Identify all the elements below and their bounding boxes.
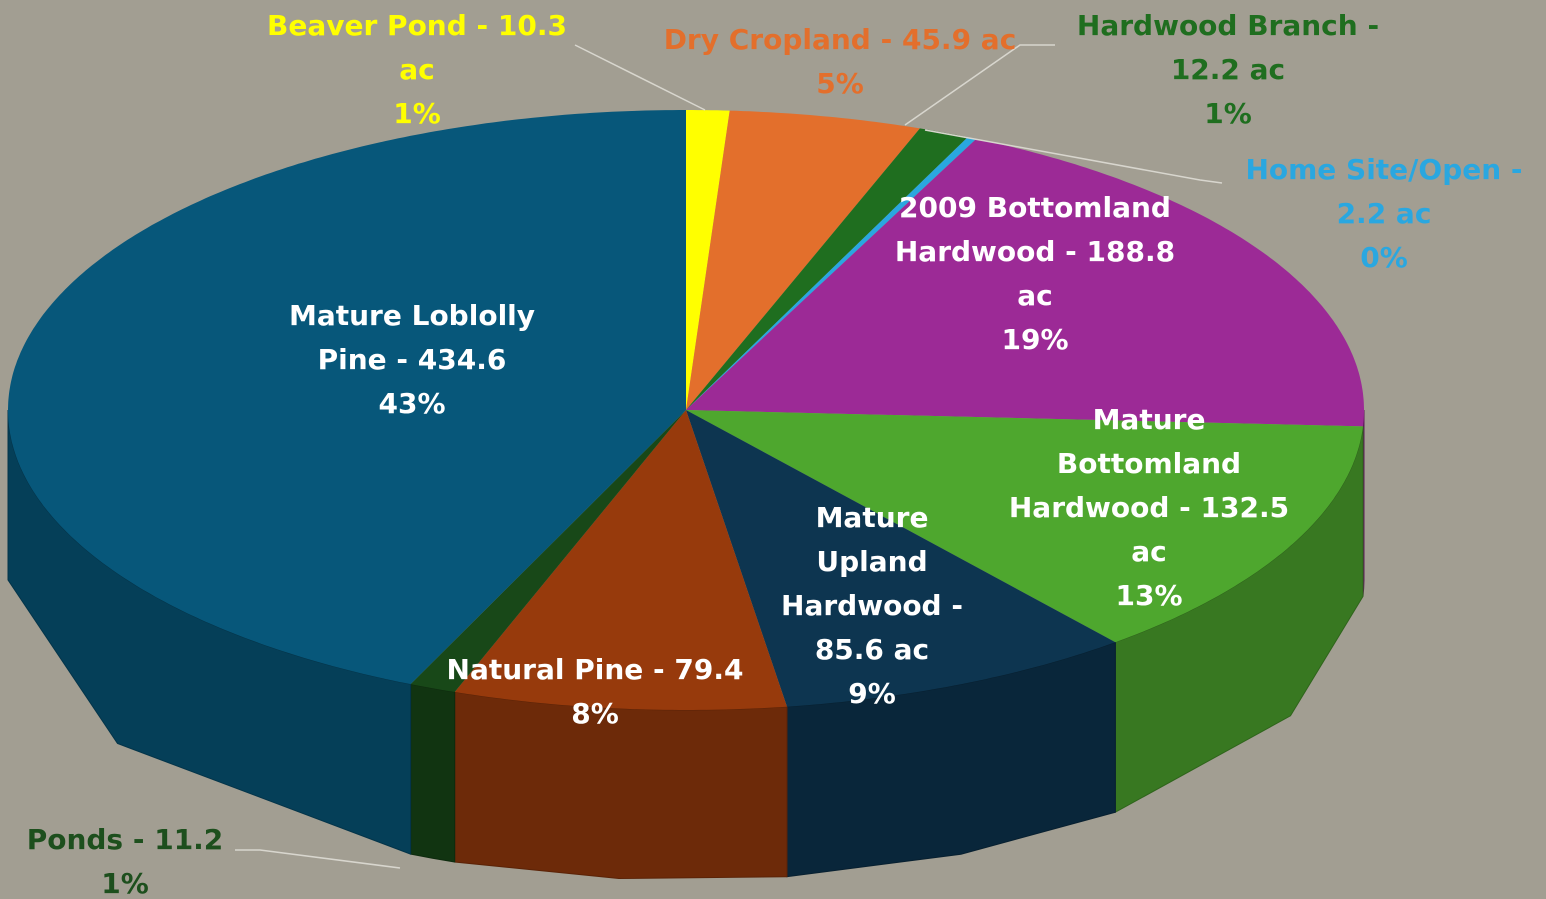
percent-label: 8% [571,697,619,730]
sides [7,410,1365,880]
slice [686,128,968,410]
category-label: Hardwood Branch - 12.2 ac [1076,9,1380,86]
category-label: Home Site/Open - 2.2 ac [1245,153,1523,230]
slice [8,110,686,685]
category-label: 2009 Bottomland Hardwood - 188.8 ac [894,191,1176,312]
data-label: Dry Cropland - 45.9 ac 5% [650,18,1030,106]
leader-line [904,44,1055,126]
data-label: 2009 Bottomland Hardwood - 188.8 ac 19% [885,186,1185,362]
category-label: Natural Pine - 79.4 [446,653,744,686]
leader-line [235,849,401,869]
slice [686,110,730,410]
slice [686,137,977,410]
percent-label: 19% [1001,323,1069,356]
slice [454,410,787,710]
slice [686,410,1116,707]
leader-line [924,129,1223,184]
percent-label: 1% [101,867,149,899]
percent-label: 9% [848,677,896,710]
data-label: Natural Pine - 79.4 8% [430,648,760,736]
data-label: Home Site/Open - 2.2 ac 0% [1229,148,1539,280]
data-label: Ponds - 11.2 1% [10,818,240,899]
slice [686,138,1364,427]
data-label: Hardwood Branch - 12.2 ac 1% [1058,4,1398,136]
leader-line [574,44,706,111]
data-label: Beaver Pond - 10.3 ac 1% [257,4,577,136]
slice [686,410,1363,643]
percent-label: 5% [816,67,864,100]
percent-label: 1% [393,97,441,130]
category-label: Mature Upland Hardwood - 85.6 ac [781,501,963,666]
percent-label: 43% [378,387,446,420]
tops [8,110,1364,710]
leaders [235,44,1223,869]
category-label: Ponds - 11.2 [26,823,224,856]
category-label: Beaver Pond - 10.3 ac [267,9,567,86]
category-label: Mature Loblolly Pine - 434.6 [288,299,536,376]
slice [686,110,920,410]
percent-label: 0% [1360,241,1408,274]
percent-label: 1% [1204,97,1252,130]
data-label: Mature Loblolly Pine - 434.6 43% [272,294,552,426]
category-label: Mature Bottomland Hardwood - 132.5 ac [1008,403,1290,568]
slice [410,410,686,692]
category-label: Dry Cropland - 45.9 ac [663,23,1017,56]
data-label: Mature Bottomland Hardwood - 132.5 ac 13% [999,398,1299,618]
data-label: Mature Upland Hardwood - 85.6 ac 9% [767,496,977,716]
percent-label: 13% [1115,579,1183,612]
